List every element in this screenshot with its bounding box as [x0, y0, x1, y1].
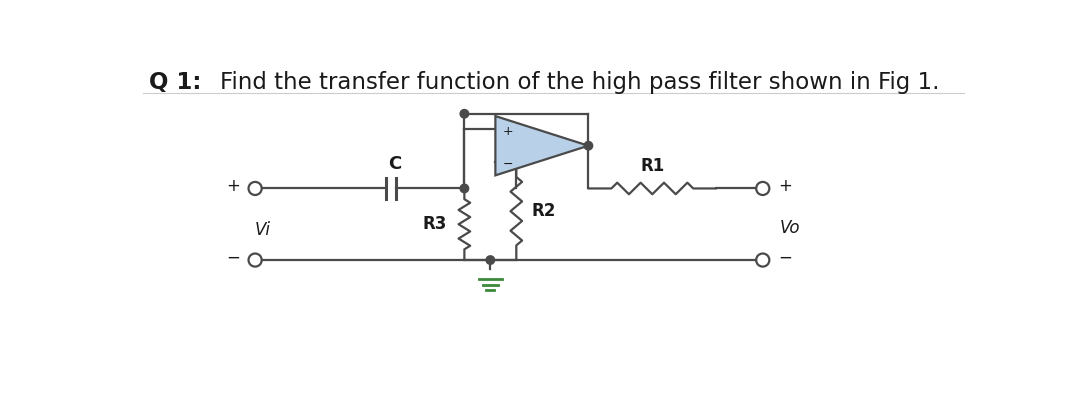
Text: R2: R2 [531, 202, 556, 220]
Text: +: + [503, 125, 514, 138]
Polygon shape [496, 116, 589, 175]
Circle shape [486, 256, 495, 264]
Text: −: − [503, 158, 514, 171]
Text: −: − [226, 249, 240, 267]
Text: Vi: Vi [255, 221, 271, 239]
Text: Vo: Vo [780, 219, 800, 237]
Text: Find the transfer function of the high pass filter shown in Fig 1.: Find the transfer function of the high p… [220, 72, 940, 94]
Text: C: C [388, 155, 402, 173]
Text: R3: R3 [423, 215, 447, 233]
Text: −: − [779, 249, 792, 267]
Text: R1: R1 [640, 157, 664, 175]
Text: +: + [779, 177, 792, 195]
Circle shape [460, 110, 469, 118]
Circle shape [460, 184, 469, 193]
Circle shape [584, 142, 593, 150]
Text: +: + [226, 177, 240, 195]
Text: Q 1:: Q 1: [149, 72, 201, 94]
